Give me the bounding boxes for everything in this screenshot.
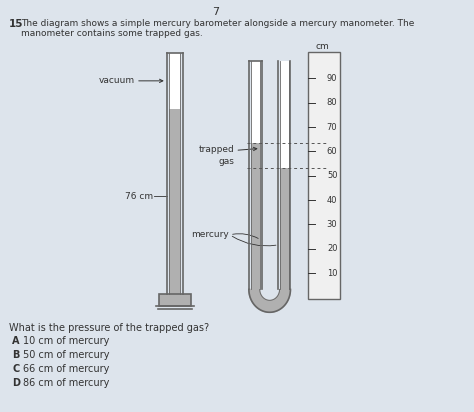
Bar — [280, 168, 289, 290]
Text: 86 cm of mercury: 86 cm of mercury — [23, 378, 109, 388]
Text: What is the pressure of the trapped gas?: What is the pressure of the trapped gas? — [9, 323, 209, 333]
Bar — [251, 61, 260, 143]
Text: 50: 50 — [327, 171, 337, 180]
Text: 7: 7 — [212, 7, 219, 17]
Text: 80: 80 — [327, 98, 337, 107]
Text: 10: 10 — [327, 269, 337, 278]
Bar — [169, 110, 180, 295]
Text: 90: 90 — [327, 74, 337, 83]
Text: 20: 20 — [327, 244, 337, 253]
Text: 60: 60 — [327, 147, 337, 156]
Text: B: B — [12, 350, 19, 360]
Text: The diagram shows a simple mercury barometer alongside a mercury manometer. The: The diagram shows a simple mercury barom… — [21, 19, 415, 28]
Text: C: C — [12, 364, 19, 374]
Text: 10 cm of mercury: 10 cm of mercury — [23, 336, 109, 346]
Text: vacuum: vacuum — [99, 76, 135, 85]
Bar — [251, 61, 260, 290]
Bar — [169, 53, 180, 295]
Text: mercury: mercury — [191, 230, 229, 239]
Text: 76 cm: 76 cm — [125, 192, 153, 201]
Text: 15: 15 — [9, 19, 23, 29]
Text: 70: 70 — [327, 122, 337, 131]
Bar — [309, 52, 340, 300]
Text: 66 cm of mercury: 66 cm of mercury — [23, 364, 109, 374]
Text: 40: 40 — [327, 196, 337, 204]
Text: trapped
gas: trapped gas — [199, 145, 235, 166]
Bar — [251, 143, 260, 290]
Text: 50 cm of mercury: 50 cm of mercury — [23, 350, 109, 360]
Bar — [159, 295, 191, 306]
Bar — [280, 61, 289, 290]
Text: D: D — [12, 378, 20, 388]
Text: cm: cm — [316, 42, 329, 51]
Text: manometer contains some trapped gas.: manometer contains some trapped gas. — [21, 29, 203, 38]
Polygon shape — [249, 290, 291, 312]
Text: 30: 30 — [327, 220, 337, 229]
Text: A: A — [12, 336, 20, 346]
